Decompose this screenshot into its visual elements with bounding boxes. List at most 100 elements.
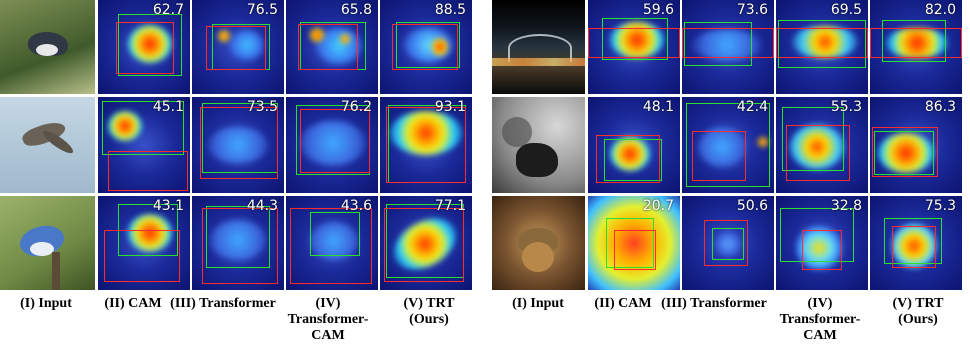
heatmap-transformer-cam: 43.6	[286, 196, 378, 290]
iou-score: 48.1	[642, 99, 674, 115]
pred-box	[386, 107, 466, 183]
iou-score: 45.1	[152, 99, 184, 115]
iou-score: 88.5	[434, 2, 466, 18]
gt-box	[102, 101, 184, 155]
gt-box	[874, 131, 934, 175]
pred-box	[108, 151, 188, 191]
heat-blob	[210, 220, 266, 260]
pred-box	[290, 208, 372, 284]
bird-shape	[15, 218, 69, 264]
heatmap-cam: 59.6	[588, 0, 680, 94]
heat-blob	[108, 111, 142, 141]
heat-blob	[300, 121, 366, 165]
heat-blob	[208, 127, 268, 163]
pred-box	[872, 127, 938, 177]
pred-box	[588, 28, 680, 58]
gt-box	[396, 22, 460, 68]
gt-box	[778, 20, 866, 68]
pred-box	[200, 107, 278, 179]
heatmap-cam: 45.1	[98, 97, 190, 193]
pred-box	[202, 208, 278, 284]
column-label-trt: (V) TRT (Ours)	[403, 296, 455, 327]
heatmap-cam: 62.7	[98, 0, 190, 94]
city-lights	[492, 58, 585, 66]
heat-blob	[892, 224, 936, 268]
pred-box	[206, 26, 266, 70]
heatmap-trt: 75.3	[870, 196, 962, 290]
heatmap-transformer-cam: 65.8	[286, 0, 378, 94]
iou-score: 55.3	[830, 99, 862, 115]
pred-box	[116, 22, 174, 74]
iou-score: 65.8	[340, 2, 372, 18]
input-image-acorn	[492, 196, 585, 290]
gt-box	[310, 212, 360, 256]
object-shape	[516, 143, 558, 177]
iou-score: 43.1	[152, 198, 184, 214]
heat-blob	[792, 26, 858, 58]
pred-box	[692, 131, 746, 181]
iou-score: 43.6	[340, 198, 372, 214]
heat-blob	[310, 28, 324, 42]
iou-score: 73.6	[736, 2, 768, 18]
object-shadow	[502, 117, 532, 147]
heat-blob	[128, 214, 172, 252]
input-image-bridge	[492, 0, 585, 94]
bird-belly	[30, 242, 54, 256]
gt-box	[206, 206, 270, 268]
gt-box	[686, 103, 770, 187]
iou-score: 93.1	[434, 99, 466, 115]
gt-box	[606, 218, 654, 268]
input-image-bird-bluejay	[0, 196, 95, 290]
heatmap-transformer-cam: 69.5	[776, 0, 868, 94]
pred-box	[704, 220, 748, 266]
iou-score: 20.7	[642, 198, 674, 214]
heatmap-cam: 43.1	[98, 196, 190, 290]
acorn-nut	[522, 242, 554, 272]
heat-blob	[692, 30, 762, 60]
iou-score: 76.5	[246, 2, 278, 18]
pred-box	[786, 125, 850, 181]
heatmap-cam: 48.1	[588, 97, 680, 193]
heatmap-cam: 20.7	[588, 196, 680, 290]
heatmap-transformer: 42.4	[682, 97, 774, 193]
heat-blob	[128, 25, 172, 63]
column-label-transformer: (III) Transformer	[170, 296, 276, 311]
iou-score: 73.5	[246, 99, 278, 115]
heat-blob	[886, 28, 948, 58]
pred-box	[892, 226, 936, 268]
pred-box	[776, 28, 868, 58]
pred-box	[682, 28, 774, 58]
heat-blob	[796, 226, 842, 270]
iou-score: 82.0	[924, 2, 956, 18]
heat-blob	[790, 125, 844, 169]
pred-box	[384, 208, 464, 282]
heat-blob	[758, 137, 768, 147]
heat-blob	[310, 222, 358, 260]
heatmap-transformer: 73.5	[192, 97, 284, 193]
iou-score: 62.7	[152, 2, 184, 18]
gt-box	[604, 139, 662, 181]
gt-box	[782, 107, 844, 171]
heatmap-transformer: 76.5	[192, 0, 284, 94]
column-label-cam: (II) CAM	[594, 296, 652, 311]
heat-blob	[698, 127, 746, 167]
heatmap-trt: 88.5	[380, 0, 472, 94]
iou-score: 44.3	[246, 198, 278, 214]
heatmap-transformer: 44.3	[192, 196, 284, 290]
heatmap-trt: 93.1	[380, 97, 472, 193]
heatmap-trt: 82.0	[870, 0, 962, 94]
right-panel: 59.6 73.6 69.5 82.0 48.1 42.4	[492, 0, 970, 343]
iou-score: 50.6	[736, 198, 768, 214]
heat-blob	[610, 137, 650, 171]
iou-score: 42.4	[736, 99, 768, 115]
iou-score: 75.3	[924, 198, 956, 214]
gt-box	[684, 22, 752, 66]
iou-score: 32.8	[830, 198, 862, 214]
heatmap-transformer-cam: 32.8	[776, 196, 868, 290]
heatmap-transformer: 50.6	[682, 196, 774, 290]
input-image-bird-kingfisher	[0, 0, 95, 94]
column-label-input: (I) Input	[512, 296, 564, 311]
column-label-input: (I) Input	[20, 296, 72, 311]
iou-score: 77.1	[434, 198, 466, 214]
input-image-bird-swallow	[0, 97, 95, 193]
